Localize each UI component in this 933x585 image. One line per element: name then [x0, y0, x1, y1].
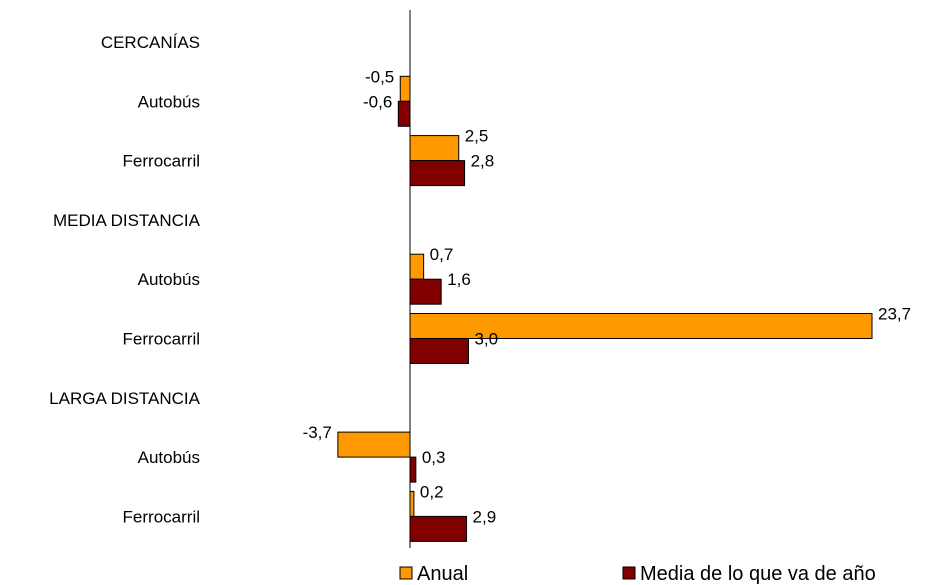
- category-label: LARGA DISTANCIA: [49, 389, 200, 408]
- bars-layer: [337, 75, 873, 542]
- data-label: 0,3: [422, 448, 446, 467]
- data-label: -0,6: [363, 92, 392, 111]
- data-label: 2,9: [473, 507, 497, 526]
- legend: Anual Media de lo que va de año: [399, 563, 876, 585]
- bar-media: [397, 100, 411, 127]
- category-label: Autobús: [138, 448, 200, 467]
- data-label: 23,7: [878, 305, 911, 324]
- bar-anual: [337, 431, 411, 458]
- bar-anual: [399, 75, 411, 102]
- category-label: MEDIA DISTANCIA: [53, 211, 201, 230]
- data-label: -0,5: [365, 67, 394, 86]
- data-label: 3,0: [474, 330, 498, 349]
- category-label: Ferrocarril: [123, 507, 200, 526]
- category-label: Ferrocarril: [123, 330, 200, 349]
- data-label: 2,5: [465, 127, 489, 146]
- legend-swatch: [399, 566, 413, 580]
- category-label: CERCANÍAS: [101, 33, 200, 52]
- legend-swatch: [622, 566, 636, 580]
- bar-media: [409, 338, 469, 364]
- data-label: -3,7: [303, 423, 332, 442]
- bar-media: [409, 278, 442, 305]
- bar-anual: [409, 490, 415, 517]
- category-label: Autobús: [138, 270, 200, 289]
- bar-anual: [409, 313, 873, 339]
- data-label: 0,2: [420, 482, 444, 501]
- data-label: 2,8: [471, 152, 495, 171]
- legend-label: Media de lo que va de año: [640, 563, 876, 585]
- category-label: Autobús: [138, 92, 200, 111]
- labels-layer: CERCANÍAS Autobús -0,5 -0,6 Ferrocarril 2,5 2,…: [49, 33, 911, 526]
- bar-anual: [409, 135, 460, 162]
- data-label: 1,6: [447, 270, 471, 289]
- legend-label: Anual: [417, 563, 468, 585]
- bar-anual: [409, 253, 425, 280]
- bar-media: [409, 515, 468, 542]
- data-label: 0,7: [430, 245, 454, 264]
- bar-media: [409, 160, 466, 187]
- category-label: Ferrocarril: [123, 152, 200, 171]
- bar-media: [409, 456, 417, 483]
